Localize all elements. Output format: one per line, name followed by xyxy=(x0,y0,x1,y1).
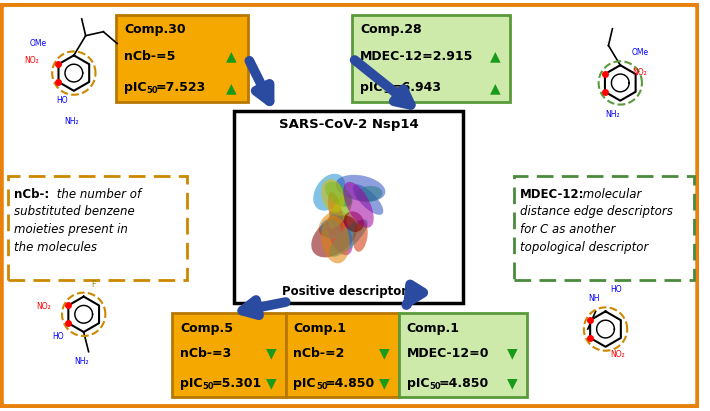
Ellipse shape xyxy=(353,220,368,252)
Text: ▲: ▲ xyxy=(226,81,237,95)
Text: nCb-=3: nCb-=3 xyxy=(180,347,231,360)
Text: =4.850: =4.850 xyxy=(438,377,488,390)
Bar xyxy=(116,15,248,102)
Text: pIC: pIC xyxy=(124,81,146,95)
Ellipse shape xyxy=(320,219,341,239)
Text: F: F xyxy=(92,280,96,289)
Text: 50: 50 xyxy=(383,86,395,95)
Text: substituted benzene: substituted benzene xyxy=(13,206,134,218)
Text: Comp.1: Comp.1 xyxy=(293,321,346,335)
Text: HO: HO xyxy=(52,332,64,341)
Text: HO: HO xyxy=(611,285,622,293)
Text: ▼: ▼ xyxy=(266,346,276,360)
FancyBboxPatch shape xyxy=(1,4,698,407)
Text: distance edge descriptors: distance edge descriptors xyxy=(520,206,672,218)
Ellipse shape xyxy=(311,215,357,257)
Bar xyxy=(399,313,527,397)
Text: NO₂: NO₂ xyxy=(632,68,647,77)
Ellipse shape xyxy=(328,192,343,231)
Text: SARS-CoV-2 Nsp14: SARS-CoV-2 Nsp14 xyxy=(278,118,418,131)
Ellipse shape xyxy=(319,210,347,237)
Text: pIC: pIC xyxy=(293,377,316,390)
Ellipse shape xyxy=(329,219,368,257)
Text: NH₂: NH₂ xyxy=(74,356,89,365)
Text: ▼: ▼ xyxy=(379,346,390,360)
Text: Comp.5: Comp.5 xyxy=(180,321,233,335)
Bar xyxy=(514,176,694,280)
Text: NH₂: NH₂ xyxy=(606,111,620,119)
Text: topological descriptor: topological descriptor xyxy=(520,241,648,254)
Text: HO: HO xyxy=(56,96,67,105)
Text: ▼: ▼ xyxy=(507,346,518,360)
Text: NH₂: NH₂ xyxy=(64,117,79,126)
Bar xyxy=(352,15,510,102)
Text: 50: 50 xyxy=(430,382,441,391)
Text: ▲: ▲ xyxy=(491,49,501,63)
Text: ▼: ▼ xyxy=(379,376,390,390)
Text: for C as another: for C as another xyxy=(520,223,616,236)
Text: moieties present in: moieties present in xyxy=(13,223,128,236)
Text: NO₂: NO₂ xyxy=(25,56,39,65)
Ellipse shape xyxy=(327,214,353,255)
Text: =5.301: =5.301 xyxy=(212,377,262,390)
Ellipse shape xyxy=(322,179,344,212)
Ellipse shape xyxy=(343,182,373,228)
Text: nCb-:: nCb-: xyxy=(13,188,49,201)
Text: MDEC-12:: MDEC-12: xyxy=(520,188,584,201)
Text: the molecules: the molecules xyxy=(13,241,97,254)
Text: Comp.1: Comp.1 xyxy=(407,321,459,335)
Ellipse shape xyxy=(313,174,346,211)
Text: NH: NH xyxy=(588,295,599,303)
Text: NO₂: NO₂ xyxy=(611,350,626,359)
Ellipse shape xyxy=(356,186,382,202)
Bar xyxy=(173,313,285,397)
Text: =6.943: =6.943 xyxy=(392,81,442,95)
Text: nCb-=5: nCb-=5 xyxy=(124,50,175,63)
Text: OMe: OMe xyxy=(632,48,649,58)
Text: Comp.30: Comp.30 xyxy=(124,23,186,36)
Text: Positive descriptors: Positive descriptors xyxy=(283,285,415,298)
Text: nCb-=2: nCb-=2 xyxy=(293,347,345,360)
Text: =4.850: =4.850 xyxy=(325,377,375,390)
Text: NO₂: NO₂ xyxy=(36,302,51,312)
Ellipse shape xyxy=(353,184,383,215)
Text: 50: 50 xyxy=(203,382,214,391)
Text: 50: 50 xyxy=(316,382,328,391)
Text: Comp.28: Comp.28 xyxy=(361,23,422,36)
Text: the number of: the number of xyxy=(53,188,141,201)
Text: molecular: molecular xyxy=(579,188,641,201)
Ellipse shape xyxy=(344,211,364,232)
Ellipse shape xyxy=(329,195,351,227)
Text: ▼: ▼ xyxy=(266,376,276,390)
Text: pIC: pIC xyxy=(361,81,383,95)
Text: ▼: ▼ xyxy=(507,376,518,390)
Text: MDEC-12=0: MDEC-12=0 xyxy=(407,347,489,360)
Text: 50: 50 xyxy=(147,86,158,95)
Text: =7.523: =7.523 xyxy=(155,81,206,95)
Text: pIC: pIC xyxy=(407,377,429,390)
Ellipse shape xyxy=(325,182,352,207)
Bar xyxy=(285,313,399,397)
Text: ▲: ▲ xyxy=(491,81,501,95)
Ellipse shape xyxy=(336,175,386,201)
Bar xyxy=(234,111,463,303)
Bar xyxy=(8,176,187,280)
Text: pIC: pIC xyxy=(180,377,202,390)
Text: MDEC-12=2.915: MDEC-12=2.915 xyxy=(361,50,474,63)
Ellipse shape xyxy=(322,216,349,263)
Text: ▲: ▲ xyxy=(226,49,237,63)
Ellipse shape xyxy=(328,194,353,228)
Text: OMe: OMe xyxy=(30,39,47,48)
